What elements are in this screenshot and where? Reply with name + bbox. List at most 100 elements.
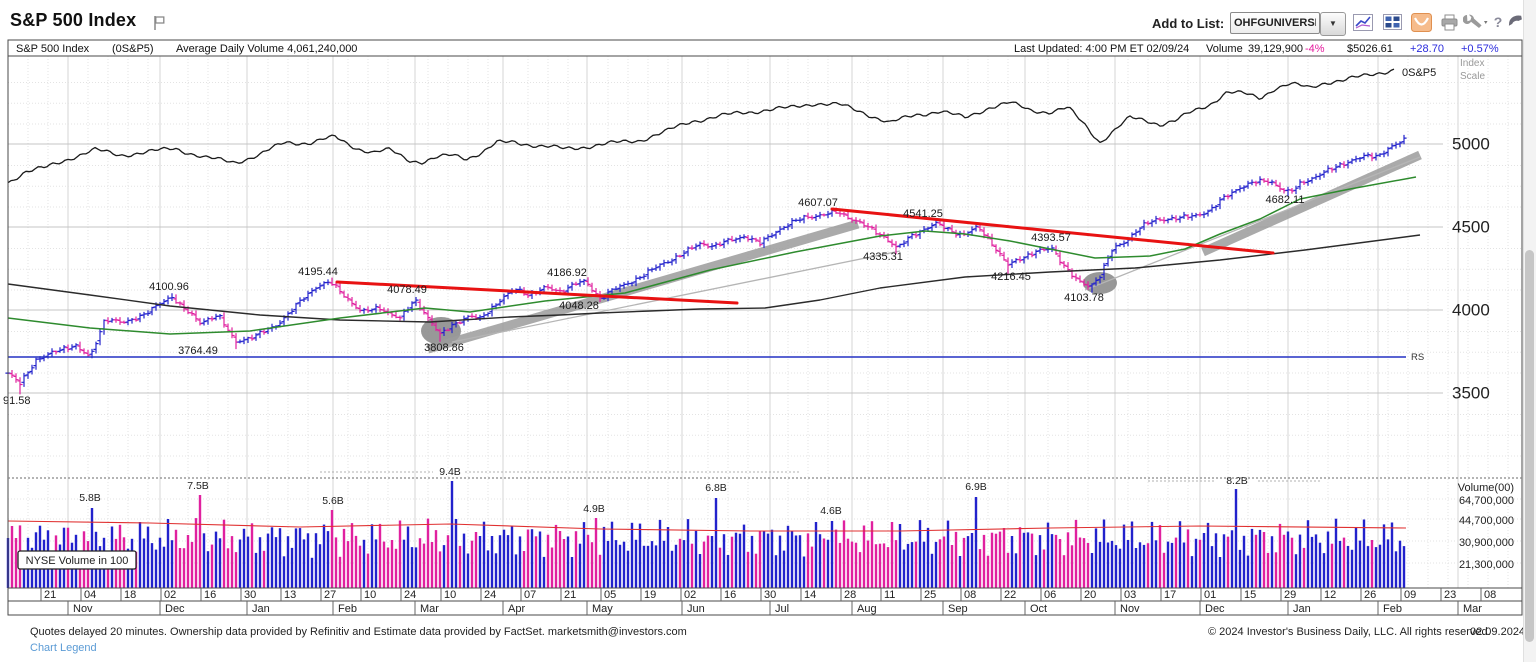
curve-tool-icon[interactable] <box>1410 12 1432 32</box>
chart-text: Index <box>1460 58 1484 69</box>
chart-view-icon[interactable] <box>1352 12 1374 32</box>
chart-text: 44,700,000 <box>1459 515 1514 527</box>
chart-text: 07 <box>524 589 536 601</box>
phone-icon[interactable] <box>1505 12 1527 32</box>
chart-text: NYSE Volume in 100 <box>26 555 129 567</box>
chart-text: 6.8B <box>705 482 727 494</box>
chart-text: 4216.45 <box>991 271 1031 283</box>
chart-text: 4500 <box>1452 218 1490 237</box>
chart-text: 10 <box>444 589 456 601</box>
volume-legend-box <box>17 550 137 570</box>
chart-text: 30,900,000 <box>1459 537 1514 549</box>
infobar-symbol: (0S&P5) <box>112 43 154 55</box>
chart-text: 64,700,000 <box>1459 495 1514 507</box>
chart-text: Sep <box>948 603 968 615</box>
chart-text: 27 <box>324 589 336 601</box>
volume-layer <box>6 481 1406 588</box>
chart-text: Nov <box>73 603 93 615</box>
chart-text: 16 <box>204 589 216 601</box>
chart-text: 04 <box>84 589 96 601</box>
chart-text: Mar <box>420 603 439 615</box>
chart-text: 6.9B <box>965 481 987 493</box>
chart-text: 4.9B <box>583 503 605 515</box>
chart-text: 21,300,000 <box>1459 559 1514 571</box>
gray-trendline <box>426 219 860 354</box>
chart-text: 20 <box>1084 589 1096 601</box>
chart-text: 08 <box>1484 589 1496 601</box>
chart-text: Jan <box>252 603 270 615</box>
chart-text: 14 <box>804 589 816 601</box>
chart-text: 11 <box>884 589 895 601</box>
chart-text: 21 <box>44 589 56 601</box>
chart-text: 09 <box>1404 589 1416 601</box>
chart-text: 4393.57 <box>1031 232 1071 244</box>
ma-200 <box>7 234 1421 323</box>
chart-text: Jan <box>1293 603 1311 615</box>
vertical-scrollbar-thumb[interactable] <box>1525 250 1534 642</box>
chart-text: 24 <box>404 589 416 601</box>
chart-text: 4078.49 <box>387 284 427 296</box>
chart-text: 8.2B <box>1226 475 1248 487</box>
chart-text: 91.58 <box>3 395 31 407</box>
chart-text: 4682.11 <box>1266 194 1305 206</box>
chart-text: May <box>592 603 613 615</box>
infobar-volume-label: Volume <box>1206 43 1243 55</box>
chart-text: 4048.28 <box>559 300 599 312</box>
chart-text: Oct <box>1030 603 1047 615</box>
chart-text: 4100.96 <box>149 281 189 293</box>
chart-legend-link[interactable]: Chart Legend <box>30 642 97 654</box>
chart-text: 02 <box>164 589 176 601</box>
red-trendline <box>830 207 1275 255</box>
print-icon[interactable] <box>1438 12 1460 32</box>
chart-text: 02 <box>684 589 696 601</box>
infobar-change-pct: +0.57% <box>1461 43 1499 55</box>
chart-text: Scale <box>1460 71 1485 82</box>
page-title: S&P 500 Index <box>10 10 137 30</box>
chart-text: 9.4B <box>439 466 461 478</box>
wrench-icon[interactable] <box>1463 12 1489 32</box>
chart-text: 5.6B <box>322 495 344 507</box>
chart-text: 08 <box>964 589 976 601</box>
chart-text: 26 <box>1364 589 1376 601</box>
chart-text: 17 <box>1164 589 1176 601</box>
chart-text: 4195.44 <box>298 266 338 278</box>
chevron-down-icon: ▼ <box>1329 19 1337 28</box>
chart-border <box>7 39 1523 616</box>
chart-text: Mar <box>1463 603 1482 615</box>
list-dropdown-button[interactable]: ▼ <box>1320 12 1346 36</box>
list-name-input[interactable] <box>1230 12 1320 34</box>
chart-text: 30 <box>764 589 776 601</box>
gray-trendline <box>451 250 901 343</box>
chart-text: 4607.07 <box>798 197 838 209</box>
chart-text: Volume(00) <box>1458 482 1514 494</box>
chart-text: 3500 <box>1452 384 1490 403</box>
footer-date: 02.09.2024 <box>1470 626 1526 638</box>
flag-icon[interactable] <box>152 14 166 37</box>
chart-text: 5.8B <box>79 492 101 504</box>
candles-layer <box>5 134 1407 395</box>
infobar-volume-pct: -4% <box>1305 43 1325 55</box>
grid-view-icon[interactable] <box>1381 12 1403 32</box>
chart-text: 03 <box>1124 589 1136 601</box>
chart-text: 01 <box>1204 589 1216 601</box>
add-to-list-label: Add to List: <box>1152 16 1225 31</box>
chart-text: 06 <box>1044 589 1056 601</box>
chart-text: Jun <box>687 603 705 615</box>
chart-text: Apr <box>508 603 525 615</box>
chart-text: Feb <box>338 603 357 615</box>
help-icon[interactable]: ? <box>1493 14 1503 30</box>
chart-text: Nov <box>1120 603 1140 615</box>
chart-text: 3764.49 <box>178 345 218 357</box>
chart-text: 4541.25 <box>903 208 943 220</box>
chart-text: 23 <box>1444 589 1456 601</box>
chart-text: Jul <box>775 603 789 615</box>
chart-text: Aug <box>857 603 877 615</box>
chart-text: RS <box>1411 352 1424 363</box>
chart-text: 28 <box>844 589 856 601</box>
chart-text: 4103.78 <box>1064 292 1104 304</box>
gray-trendline <box>1084 156 1421 291</box>
chart-text: 16 <box>724 589 736 601</box>
chart-text: 4000 <box>1452 301 1490 320</box>
